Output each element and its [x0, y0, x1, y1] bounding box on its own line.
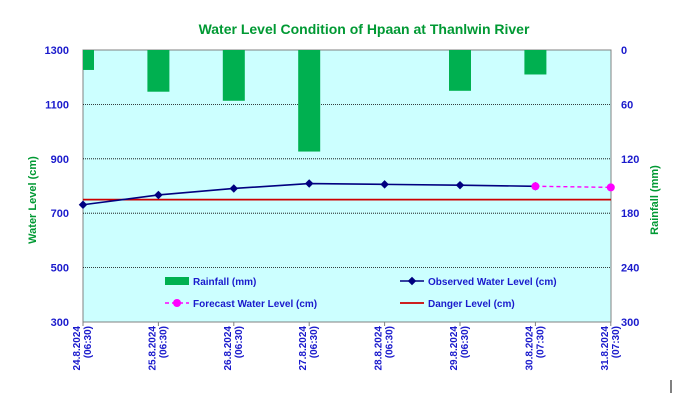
x-tick-time: (06:30) — [83, 326, 94, 358]
y-left-tick-label: 300 — [51, 317, 69, 329]
y-right-tick-label: 60 — [621, 99, 633, 111]
rainfall-bar — [83, 50, 94, 70]
legend-marker-forecast — [173, 299, 181, 307]
x-tick-date: 30.8.2024 — [524, 326, 535, 371]
legend-item: Forecast Water Level (cm) — [165, 299, 317, 310]
observed-marker — [154, 190, 163, 200]
observed-marker — [304, 179, 314, 188]
x-tick-label: 25.8.2024 (06:30) — [147, 326, 169, 371]
x-tick-label: 24.8.2024 (06:30) — [72, 326, 94, 371]
rainfall-bar — [524, 50, 547, 75]
legend-item: Observed Water Level (cm) — [400, 276, 557, 288]
x-tick-time: (06:30) — [234, 326, 245, 358]
rainfall-bar — [449, 50, 471, 91]
y-axis-right-label: Rainfall (mm) — [649, 165, 661, 235]
x-tick-date: 31.8.2024 — [600, 326, 611, 371]
x-tick-date: 24.8.2024 — [72, 326, 83, 371]
y-axis-left-label: Water Level (cm) — [27, 156, 39, 244]
observed-marker — [229, 184, 239, 193]
forecast-water-level-line — [535, 185, 611, 189]
forecast-marker — [531, 182, 540, 191]
observed-marker — [455, 180, 465, 190]
x-tick-date: 28.8.2024 — [374, 326, 385, 371]
y-right-tick-label: 240 — [621, 263, 639, 275]
y-right-tick-label: 180 — [621, 208, 639, 220]
x-tick-date: 25.8.2024 — [147, 326, 158, 371]
y-left-tick-label: 900 — [51, 154, 69, 166]
x-tick-time: (06:30) — [158, 326, 169, 358]
x-tick-label: 30.8.2024 (07:30) — [524, 326, 546, 371]
x-tick-date: 27.8.2024 — [298, 326, 309, 371]
chart-title: Water Level Condition of Hpaan at Thanlw… — [199, 21, 530, 37]
y-right-tick-label: 120 — [621, 154, 639, 166]
grid-lines — [83, 104, 611, 269]
legend-swatch-rainfall — [165, 277, 189, 285]
forecast-marker — [606, 183, 615, 192]
x-tick-label: 26.8.2024 (06:30) — [223, 326, 245, 371]
x-tick-time: (06:30) — [385, 326, 396, 358]
legend-item: Rainfall (mm) — [165, 277, 256, 288]
y-left-tick-label: 1100 — [45, 99, 69, 111]
x-tick-time: (07:30) — [535, 326, 546, 358]
observed-marker — [78, 200, 88, 210]
y-right-tick-label: 0 — [621, 45, 627, 57]
legend-marker-observed — [407, 276, 417, 286]
legend-label: Forecast Water Level (cm) — [193, 299, 317, 310]
x-tick-date: 26.8.2024 — [223, 326, 234, 371]
observed-marker — [380, 180, 389, 189]
y-left-tick-label: 700 — [51, 208, 69, 220]
x-tick-time: (06:30) — [460, 326, 471, 358]
x-tick-date: 29.8.2024 — [449, 326, 460, 371]
x-tick-label: 27.8.2024 (06:30) — [298, 326, 320, 371]
rainfall-bar — [222, 50, 245, 101]
y-right-tick-label: 300 — [621, 317, 639, 329]
x-tick-label: 29.8.2024 (06:30) — [449, 326, 471, 371]
x-tick-time: (07:30) — [611, 326, 622, 358]
y-left-tick-label: 1300 — [45, 45, 69, 57]
legend: Rainfall (mm) Observed Water Level (cm) Fo… — [165, 276, 557, 310]
water-level-lines — [78, 179, 615, 210]
legend-label: Danger Level (cm) — [428, 299, 515, 310]
legend-item: Danger Level (cm) — [400, 299, 515, 310]
x-tick-label: 31.8.2024 (07:30) — [600, 326, 622, 371]
y-left-tick-label: 500 — [51, 263, 69, 275]
legend-label: Rainfall (mm) — [193, 277, 256, 288]
x-tick-label: 28.8.2024 (06:30) — [374, 326, 396, 371]
legend-label: Observed Water Level (cm) — [428, 277, 557, 288]
rainfall-bar — [147, 50, 170, 92]
x-tick-time: (06:30) — [309, 326, 320, 358]
rainfall-bars — [83, 50, 547, 152]
rainfall-bar — [298, 50, 321, 152]
